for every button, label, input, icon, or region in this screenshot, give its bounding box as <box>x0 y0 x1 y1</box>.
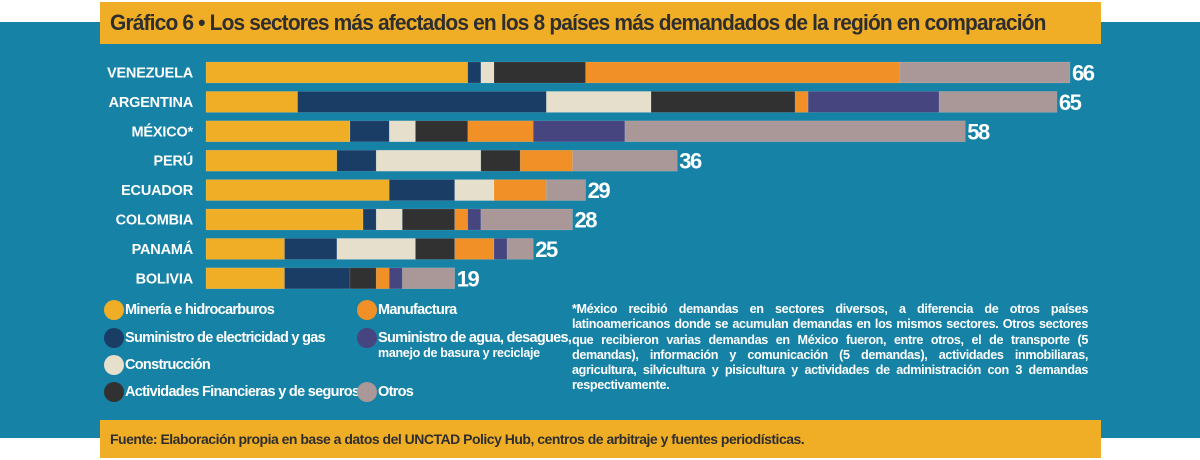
bar-segment-colombia-construccion <box>375 208 403 231</box>
legend-swatch-agua <box>357 328 377 348</box>
category-label-bolivia: BOLIVIA <box>136 271 194 287</box>
total-label-mexico: 58 <box>967 119 990 144</box>
legend-label-agua-line1: Suministro de agua, desagues, <box>378 330 572 346</box>
chart-background <box>0 22 1200 438</box>
legend-label-financieras: Actividades Financieras y de seguros <box>125 384 360 400</box>
legend-label-construccion: Construcción <box>125 357 211 373</box>
bar-segment-argentina-actividades-financieras- <box>650 91 796 113</box>
bar-segment-mexico-suministro-de-agua-desag <box>532 120 626 143</box>
bar-segment-mexico-actividades-financieras- <box>415 120 469 143</box>
total-label-ecuador: 29 <box>588 178 611 203</box>
bar-segment-venezuela-suministro-de-electricid <box>467 61 482 84</box>
legend-swatch-construccion <box>104 355 124 375</box>
bar-segment-argentina-suministro-de-agua-desag <box>807 91 940 113</box>
bar-segment-colombia-manufactura <box>454 208 469 231</box>
bar-segment-venezuela-actividades-financieras- <box>493 61 586 84</box>
legend-swatch-financieras <box>104 382 124 402</box>
bar-segment-argentina-otros <box>938 91 1058 113</box>
bar-segment-venezuela-construccion <box>480 61 495 84</box>
total-label-bolivia: 19 <box>457 266 480 291</box>
legend-swatch-mineria <box>104 300 124 320</box>
category-label-mexico: MÉXICO* <box>132 123 194 140</box>
bar-segment-colombia-suministro-de-electricid <box>362 208 377 231</box>
bar-segment-ecuador-manufactura <box>493 179 547 201</box>
category-label-venezuela: VENEZUELA <box>107 66 194 82</box>
bar-segment-peru-mineria-e-hidrocarburos <box>205 149 338 172</box>
category-label-panama: PANAMÁ <box>132 241 194 258</box>
bar-segment-colombia-actividades-financieras- <box>402 208 456 231</box>
bar-segment-mexico-otros <box>624 120 966 143</box>
legend-item-otros: Otros <box>357 382 414 402</box>
bar-segment-bolivia-actividades-financieras- <box>349 267 377 290</box>
bar-segment-panama-suministro-de-electricid <box>284 238 338 260</box>
bar-segment-colombia-mineria-e-hidrocarburos <box>205 208 364 231</box>
bar-segment-mexico-construccion <box>388 120 416 143</box>
bar-segment-peru-manufactura <box>519 149 573 172</box>
bar-segment-ecuador-mineria-e-hidrocarburos <box>205 179 390 201</box>
legend-item-manufactura: Manufactura <box>357 300 457 320</box>
bar-segment-bolivia-mineria-e-hidrocarburos <box>205 267 285 290</box>
bar-segment-argentina-mineria-e-hidrocarburos <box>205 91 298 113</box>
bar-segment-bolivia-suministro-de-agua-desag <box>388 267 403 290</box>
source-text: Fuente: Elaboración propia en base a dat… <box>110 431 805 447</box>
legend-swatch-otros <box>357 382 377 402</box>
bar-segment-ecuador-otros <box>546 179 586 201</box>
legend-label-otros: Otros <box>378 384 414 400</box>
bar-segment-argentina-construccion <box>546 91 652 113</box>
legend-label-manufactura: Manufactura <box>378 302 457 318</box>
legend-item-financieras: Actividades Financieras y de seguros <box>104 382 360 402</box>
bar-segment-venezuela-manufactura <box>585 61 901 84</box>
bar-segment-panama-suministro-de-agua-desag <box>493 238 508 260</box>
legend-item-agua: Suministro de agua, desagues, manejo de … <box>357 328 572 360</box>
mexico-footnote: *México recibió demandas en sectores div… <box>572 302 1088 393</box>
total-label-peru: 36 <box>679 149 702 174</box>
bar-segment-ecuador-construccion <box>454 179 495 201</box>
bar-segment-bolivia-suministro-de-electricid <box>284 267 351 290</box>
bar-segment-mexico-suministro-de-electricid <box>349 120 390 143</box>
legend-item-construccion: Construcción <box>104 355 211 375</box>
category-label-colombia: COLOMBIA <box>116 213 194 229</box>
bar-segment-peru-suministro-de-electricid <box>336 149 377 172</box>
total-label-panama: 25 <box>535 237 558 262</box>
bar-segment-panama-otros <box>506 238 534 260</box>
total-label-venezuela: 66 <box>1072 61 1095 86</box>
legend-swatch-electricidad <box>104 328 124 348</box>
legend-label-mineria: Minería e hidrocarburos <box>125 302 275 318</box>
bar-segment-argentina-suministro-de-electricid <box>297 91 547 113</box>
legend-item-mineria: Minería e hidrocarburos <box>104 300 275 320</box>
bar-segment-bolivia-otros <box>402 267 456 290</box>
chart-title: Gráfico 6 • Los sectores más afectados e… <box>110 10 1046 35</box>
bar-segment-bolivia-manufactura <box>375 267 390 290</box>
category-label-peru: PERÚ <box>154 152 194 170</box>
bar-segment-peru-actividades-financieras- <box>480 149 521 172</box>
total-label-colombia: 28 <box>575 208 598 233</box>
bar-segment-panama-construccion <box>336 238 416 260</box>
bar-segment-colombia-otros <box>480 208 573 231</box>
bar-segment-panama-actividades-financieras- <box>415 238 456 260</box>
bar-segment-colombia-suministro-de-agua-desag <box>467 208 482 231</box>
bar-segment-venezuela-mineria-e-hidrocarburos <box>205 61 469 84</box>
title-banner: Gráfico 6 • Los sectores más afectados e… <box>100 2 1101 44</box>
bar-segment-panama-mineria-e-hidrocarburos <box>205 238 285 260</box>
legend-label-agua-line2: manejo de basura y reciclaje <box>378 346 540 360</box>
stacked-bar-chart: VENEZUELA 66 ARGENTINA 65 MÉXICO* 58 PERÚ 36 ECU… <box>107 61 1096 292</box>
category-label-ecuador: ECUADOR <box>121 183 194 199</box>
source-banner: Fuente: Elaboración propia en base a dat… <box>100 420 1101 458</box>
total-label-argentina: 65 <box>1059 90 1082 115</box>
bar-segment-argentina-manufactura <box>794 91 809 113</box>
category-label-argentina: ARGENTINA <box>109 95 194 111</box>
bar-segment-ecuador-suministro-de-electricid <box>388 179 456 201</box>
bar-segment-peru-otros <box>572 149 678 172</box>
legend-swatch-manufactura <box>357 300 377 320</box>
legend-item-electricidad: Suministro de electricidad y gas <box>104 328 326 348</box>
legend-label-electricidad: Suministro de electricidad y gas <box>125 330 326 346</box>
bar-segment-venezuela-otros <box>899 61 1071 84</box>
bar-segment-peru-construccion <box>375 149 482 172</box>
bar-segment-panama-manufactura <box>454 238 495 260</box>
bar-segment-mexico-manufactura <box>467 120 534 143</box>
bar-segment-mexico-mineria-e-hidrocarburos <box>205 120 351 143</box>
